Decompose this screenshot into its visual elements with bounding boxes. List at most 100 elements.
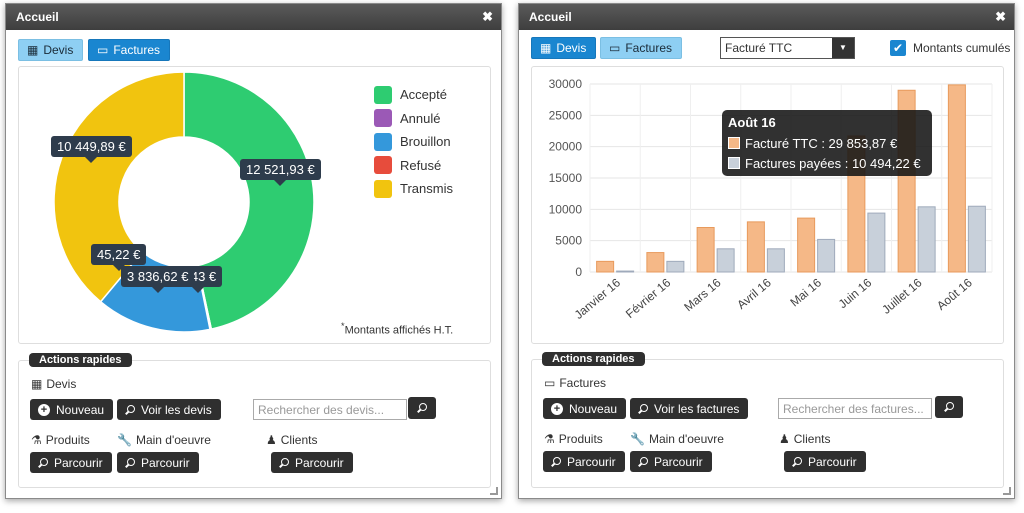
legend-item: Transmis (374, 177, 453, 201)
search-factures-button[interactable] (935, 396, 963, 418)
note-star: * (341, 321, 345, 331)
button-label: Voir les factures (654, 401, 740, 416)
factures-section-label: ▭ Factures (544, 376, 606, 390)
close-icon[interactable]: ✖ (995, 9, 1006, 24)
wrench-icon: 🔧 (117, 433, 132, 447)
search-devis-input[interactable] (253, 399, 407, 420)
calculator-icon: ▦ (540, 41, 552, 55)
browse-produits-button[interactable]: Parcourir (543, 451, 625, 472)
chart-panel (18, 66, 491, 344)
donut-chart (53, 71, 315, 333)
bar-facture-ttc[interactable] (947, 84, 966, 273)
legend-swatch (374, 109, 392, 128)
x-tick-label: Avril 16 (734, 275, 774, 312)
credit-card-icon: ▭ (97, 43, 109, 57)
close-icon[interactable]: ✖ (482, 9, 493, 24)
label-text: Clients (793, 432, 831, 446)
browse-main-oeuvre-button[interactable]: Parcourir (117, 452, 199, 473)
bar-facture-ttc[interactable] (696, 227, 715, 273)
donut-slice-transmis[interactable] (53, 71, 185, 303)
browse-clients-button[interactable]: Parcourir (784, 451, 866, 472)
y-tick-label: 20000 (549, 140, 583, 154)
devis-section-label: ▦ Devis (31, 377, 76, 391)
bar-factures-payees[interactable] (817, 238, 836, 273)
bar-facture-ttc[interactable] (797, 217, 816, 273)
search-factures-input[interactable] (778, 398, 932, 419)
bar-factures-payees[interactable] (967, 205, 986, 273)
label-text: Main d'oeuvre (648, 432, 724, 446)
label-text: Produits (558, 432, 603, 446)
tooltip-row: Facturé TTC : 29 853,87 € (728, 133, 926, 153)
button-label: Parcourir (808, 454, 857, 469)
resize-handle[interactable] (490, 487, 498, 495)
search-icon (551, 456, 561, 467)
title-bar[interactable]: Accueil ✖ (519, 4, 1014, 30)
bar-factures-payees[interactable] (867, 212, 886, 273)
tab-factures[interactable]: ▭ Factures (88, 39, 171, 61)
window-title: Accueil (529, 10, 572, 24)
quick-actions-title: Actions rapides (542, 352, 645, 366)
x-tick-label: Août 16 (934, 275, 975, 313)
wrench-icon: 🔧 (630, 432, 645, 446)
tab-label: Factures (625, 41, 673, 55)
search-icon (792, 456, 802, 467)
calculator-icon: ▦ (27, 43, 39, 57)
new-devis-button[interactable]: + Nouveau (30, 399, 114, 420)
bar-factures-payees[interactable] (666, 260, 685, 273)
ht-note: *Montants affichés H.T. (341, 321, 453, 337)
view-factures-button[interactable]: Voir les factures (630, 398, 749, 419)
x-tick-label: Janvier 16 (572, 275, 624, 322)
user-icon: ♟ (266, 433, 277, 447)
credit-card-icon: ▭ (609, 41, 621, 55)
search-icon (638, 456, 648, 467)
plus-circle-icon: + (551, 402, 563, 415)
view-devis-button[interactable]: Voir les devis (117, 399, 221, 420)
y-tick-label: 30000 (549, 77, 583, 91)
label-text: Clients (280, 433, 318, 447)
tooltip-accepte: 12 521,93 € (240, 159, 321, 186)
window-devis: Accueil ✖ ▦ Devis ▭ Factures Accepté Ann… (5, 3, 502, 499)
quick-actions-title: Actions rapides (29, 353, 132, 367)
produits-label: ⚗ Produits (31, 433, 90, 447)
bar-factures-payees[interactable] (917, 206, 936, 273)
button-label: Parcourir (654, 454, 703, 469)
browse-clients-button[interactable]: Parcourir (271, 452, 353, 473)
tab-label: Factures (113, 43, 161, 57)
clients-label: ♟ Clients (266, 433, 317, 447)
bar-facture-ttc[interactable] (746, 221, 765, 273)
y-tick-label: 0 (575, 265, 582, 279)
window-factures: Accueil ✖ ▦ Devis ▭ Factures Facturé TTC… (518, 3, 1015, 499)
bar-facture-ttc[interactable] (646, 252, 665, 273)
search-icon (279, 457, 289, 468)
x-tick-label: Février 16 (623, 275, 674, 321)
tab-devis[interactable]: ▦ Devis (531, 37, 597, 59)
search-icon (125, 404, 135, 415)
y-tick-label: 15000 (549, 171, 583, 185)
legend-item: Accepté (374, 83, 453, 107)
button-label: Parcourir (54, 455, 103, 470)
calculator-icon: ▦ (31, 377, 43, 391)
new-facture-button[interactable]: + Nouveau (543, 398, 627, 419)
button-label: Parcourir (567, 454, 616, 469)
amount-type-select[interactable]: Facturé TTC ▼ (720, 37, 855, 59)
search-devis-button[interactable] (408, 397, 436, 419)
tab-factures[interactable]: ▭ Factures (600, 37, 683, 59)
legend-item: Annulé (374, 107, 453, 131)
bar-factures-payees[interactable] (716, 248, 735, 273)
legend-swatch (374, 132, 392, 151)
chart-legend: Accepté Annulé Brouillon Refusé Transmis (374, 83, 453, 201)
tab-devis[interactable]: ▦ Devis (18, 39, 84, 61)
cumulative-checkbox[interactable]: ✔ (890, 40, 906, 56)
quick-actions-panel: Actions rapides ▭ Factures + Nouveau Voi… (531, 352, 1004, 488)
resize-handle[interactable] (1003, 487, 1011, 495)
label-text: Produits (45, 433, 90, 447)
bar-facture-ttc[interactable] (596, 260, 615, 273)
tooltip-text: Facturé TTC : 29 853,87 € (745, 135, 898, 151)
bar-factures-payees[interactable] (766, 248, 785, 273)
flask-icon: ⚗ (31, 433, 42, 447)
title-bar[interactable]: Accueil ✖ (6, 4, 501, 30)
bar-factures-payees[interactable] (616, 270, 635, 273)
browse-produits-button[interactable]: Parcourir (30, 452, 112, 473)
x-tick-label: Juin 16 (836, 275, 875, 311)
browse-main-oeuvre-button[interactable]: Parcourir (630, 451, 712, 472)
